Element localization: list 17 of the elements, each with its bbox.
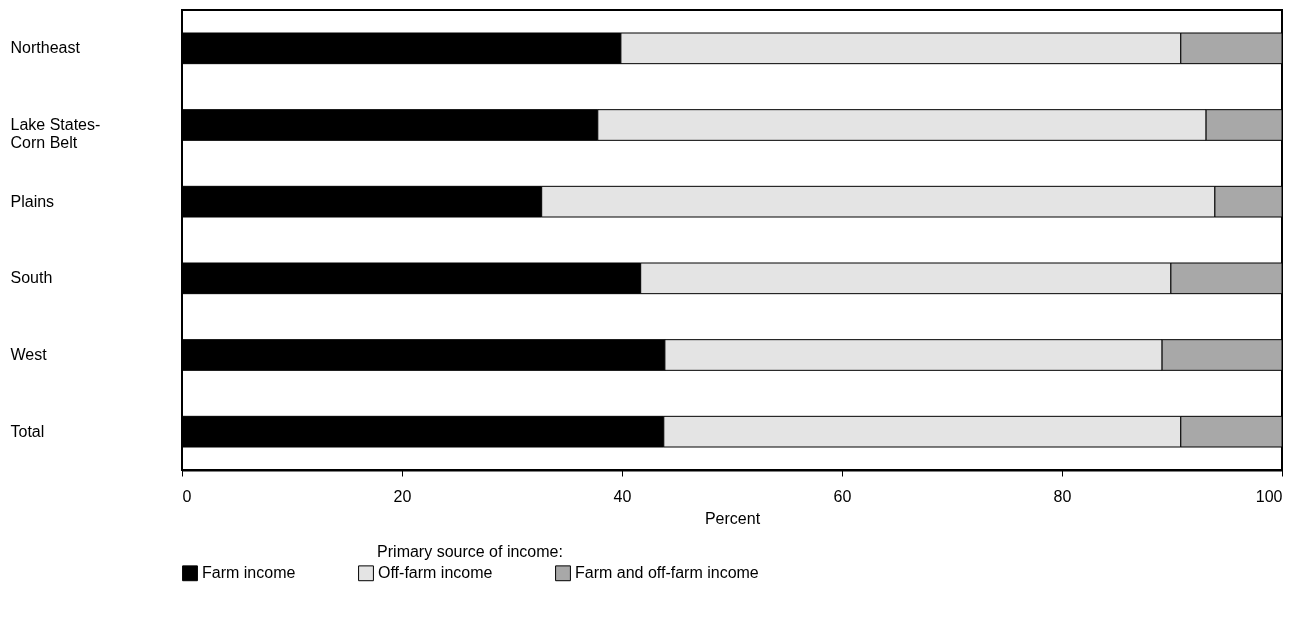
y-tick-label: Lake States- Corn Belt — [10, 116, 101, 151]
legend-label: Farm and off-farm income — [575, 564, 759, 582]
y-tick-label: West — [10, 346, 48, 363]
x-axis-title: Percent — [704, 509, 761, 527]
y-tick-label: Plains — [10, 192, 55, 210]
y-tick-label: South — [10, 269, 53, 287]
x-tick-label: 80 — [1053, 487, 1072, 505]
legend-label: Off-farm income — [378, 564, 493, 582]
y-tick-label: Northeast — [10, 39, 81, 57]
x-tick-label: 60 — [833, 487, 852, 505]
x-tick-label: 0 — [182, 487, 192, 505]
y-tick-label: Total — [10, 422, 45, 440]
legend-label: Farm income — [202, 564, 296, 582]
legend-title: Primary source of income: — [377, 543, 563, 560]
x-tick-label: 100 — [1255, 487, 1283, 505]
x-tick-label: 20 — [393, 487, 412, 505]
x-tick-label: 40 — [613, 487, 632, 505]
